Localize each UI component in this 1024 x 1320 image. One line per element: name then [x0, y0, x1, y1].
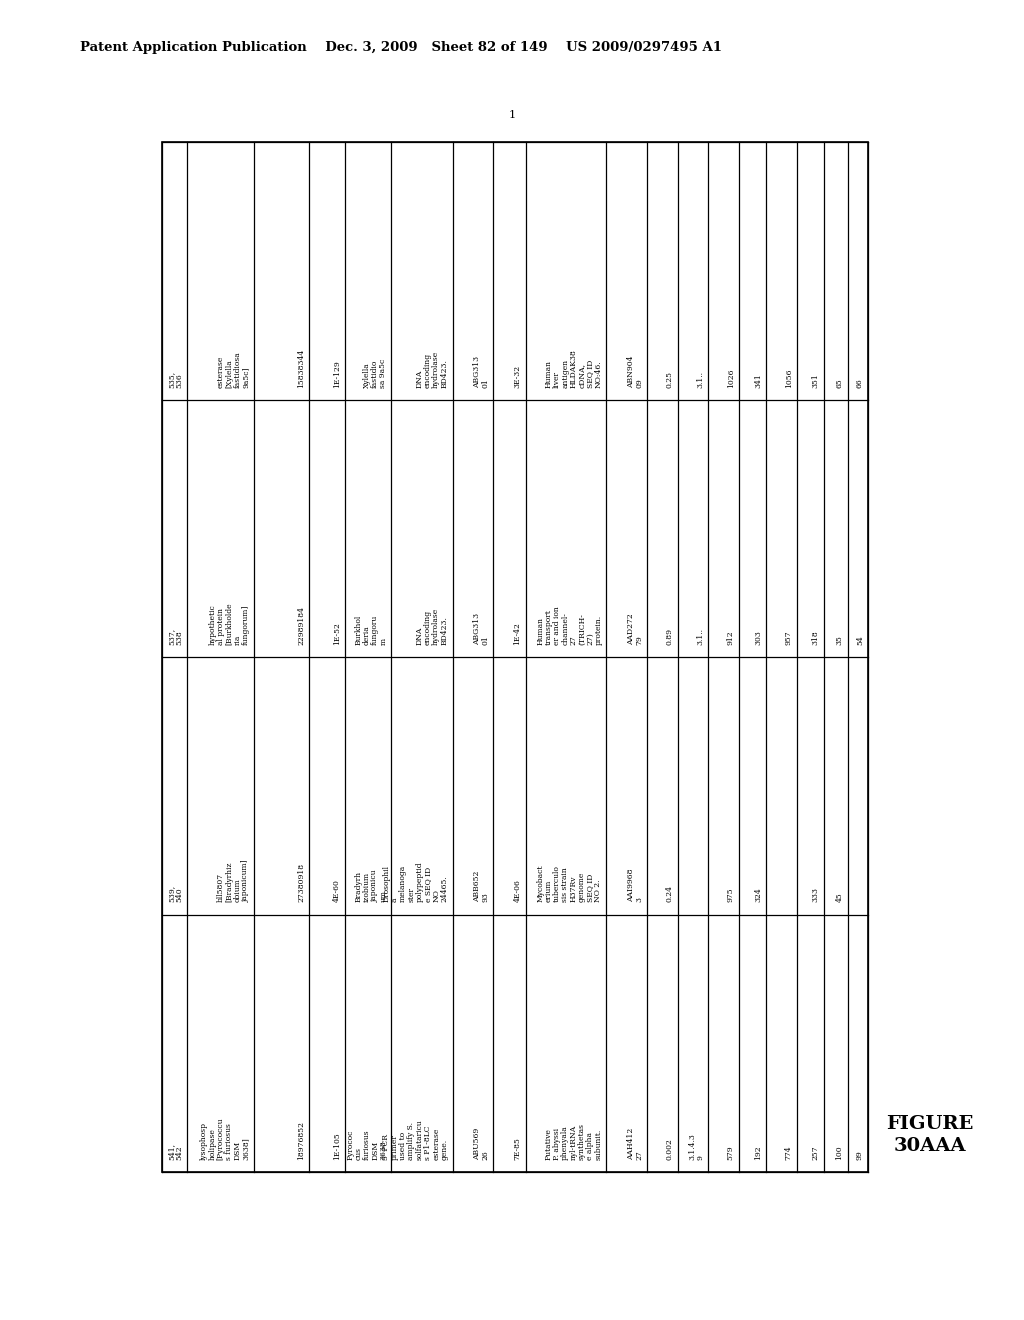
Text: AAH412
27: AAH412 27	[627, 1127, 643, 1160]
Text: ABG313
01: ABG313 01	[473, 612, 489, 645]
Text: 15838344: 15838344	[297, 348, 305, 388]
Text: 7E-85: 7E-85	[514, 1137, 521, 1160]
Text: Putative
P. abyssi
phenyala
nyl-tRNA
synthetas
e alpha
subunit.: Putative P. abyssi phenyala nyl-tRNA syn…	[545, 1123, 602, 1160]
Text: 957: 957	[784, 631, 793, 645]
Text: 303: 303	[754, 630, 762, 645]
Text: 22989184: 22989184	[297, 606, 305, 645]
Text: Human
liver
antigen
HLDAK38
cDNA,
SEQ ID
NO:46.: Human liver antigen HLDAK38 cDNA, SEQ ID…	[545, 348, 602, 388]
Text: 100: 100	[836, 1146, 844, 1160]
Text: 5' PCR
primer
used to
amplify S.
solfataricu
s P1-8LC
esterase
gene.: 5' PCR primer used to amplify S. solfata…	[382, 1119, 449, 1160]
Text: Xylella
fastidio
sa 9a5c: Xylella fastidio sa 9a5c	[362, 358, 387, 388]
Text: ABG313
01: ABG313 01	[473, 355, 489, 388]
Text: esterase
[Xylella
fastidiosa
9a5c]: esterase [Xylella fastidiosa 9a5c]	[217, 351, 250, 388]
Text: 324: 324	[754, 888, 762, 903]
Text: 4E-06: 4E-06	[514, 879, 521, 903]
Text: 192: 192	[754, 1146, 762, 1160]
Text: 0.89: 0.89	[666, 628, 674, 645]
Text: 3E-32: 3E-32	[514, 364, 521, 388]
Text: 351: 351	[812, 372, 820, 388]
Text: 99: 99	[856, 1150, 864, 1160]
Text: ABB652
93: ABB652 93	[473, 871, 489, 903]
Text: 1056: 1056	[784, 368, 793, 388]
Text: Drosophil
a
melanoga
ster
polypeptid
e SEQ ID
NO
24465.: Drosophil a melanoga ster polypeptid e S…	[382, 862, 449, 903]
Text: 3.1..: 3.1..	[696, 371, 705, 388]
Text: bll5807
[Bradyrhiz
obium
japonicum]: bll5807 [Bradyrhiz obium japonicum]	[217, 859, 250, 903]
Text: DNA
encoding
hydrolase
BD423.: DNA encoding hydrolase BD423.	[416, 607, 449, 645]
Text: 975: 975	[727, 888, 735, 903]
Text: 912: 912	[727, 631, 735, 645]
Text: Patent Application Publication    Dec. 3, 2009   Sheet 82 of 149    US 2009/0297: Patent Application Publication Dec. 3, 2…	[80, 41, 722, 54]
Text: 1E-52: 1E-52	[333, 622, 341, 645]
Text: 1: 1	[509, 110, 515, 120]
Text: 1026: 1026	[727, 368, 735, 388]
Text: 0.002: 0.002	[666, 1138, 674, 1160]
Text: Burkhol
deria
fungoru
m: Burkhol deria fungoru m	[354, 615, 387, 645]
Text: 257: 257	[812, 1146, 820, 1160]
Text: 66: 66	[856, 378, 864, 388]
Text: 1E-42: 1E-42	[514, 622, 521, 645]
Text: hypothetic
al protein
[Burkholde
ria
fungorum]: hypothetic al protein [Burkholde ria fun…	[209, 602, 250, 645]
Text: Pyrococ
cus
furiosus
DSM
3638: Pyrococ cus furiosus DSM 3638	[346, 1130, 387, 1160]
Text: 1E-105: 1E-105	[333, 1133, 341, 1160]
Text: 65: 65	[836, 378, 844, 388]
Text: 3.1..: 3.1..	[696, 628, 705, 645]
Text: 0.24: 0.24	[666, 886, 674, 903]
Text: 541,
542: 541, 542	[167, 1143, 183, 1160]
Text: 18976852: 18976852	[297, 1121, 305, 1160]
Text: FIGURE
30AAA: FIGURE 30AAA	[887, 1115, 974, 1155]
Text: ABU569
26: ABU569 26	[473, 1127, 489, 1160]
Text: Human
transport
er and ion
channel-
27
(TRICH-
27)
protein.: Human transport er and ion channel- 27 (…	[537, 606, 602, 645]
Text: 318: 318	[812, 630, 820, 645]
Text: AAI9968
3: AAI9968 3	[627, 869, 643, 903]
Text: 537,
538: 537, 538	[167, 628, 183, 645]
Text: 1E-129: 1E-129	[333, 360, 341, 388]
Text: AAD272
79: AAD272 79	[627, 614, 643, 645]
Text: 774: 774	[784, 1146, 793, 1160]
Text: 341: 341	[754, 372, 762, 388]
Text: 4E-60: 4E-60	[333, 879, 341, 903]
Bar	[162, 143, 868, 1172]
Text: 45: 45	[836, 892, 844, 903]
Text: 579: 579	[727, 1146, 735, 1160]
Text: 539,
540: 539, 540	[167, 886, 183, 903]
Text: 535,
536: 535, 536	[167, 371, 183, 388]
Text: 54: 54	[856, 635, 864, 645]
Text: 333: 333	[812, 887, 820, 903]
Text: DNA
encoding
hydrolase
BD423.: DNA encoding hydrolase BD423.	[416, 350, 449, 388]
Text: 3.1.4.3
9: 3.1.4.3 9	[688, 1133, 705, 1160]
Text: Mycobact
erium
tuberculo
sis strain
H37Rv
genome
SEQ ID
NO 2.: Mycobact erium tuberculo sis strain H37R…	[537, 865, 602, 903]
Text: 35: 35	[836, 635, 844, 645]
Text: Bradyrh
izobium
japonicu
um: Bradyrh izobium japonicu um	[354, 870, 387, 903]
Text: lysophosp
holipase
[Pyrococcu
s furiosus
DSM
3638]: lysophosp holipase [Pyrococcu s furiosus…	[201, 1118, 250, 1160]
Text: 0.25: 0.25	[666, 371, 674, 388]
Text: 27380918: 27380918	[297, 863, 305, 903]
Text: ABN904
09: ABN904 09	[627, 355, 643, 388]
